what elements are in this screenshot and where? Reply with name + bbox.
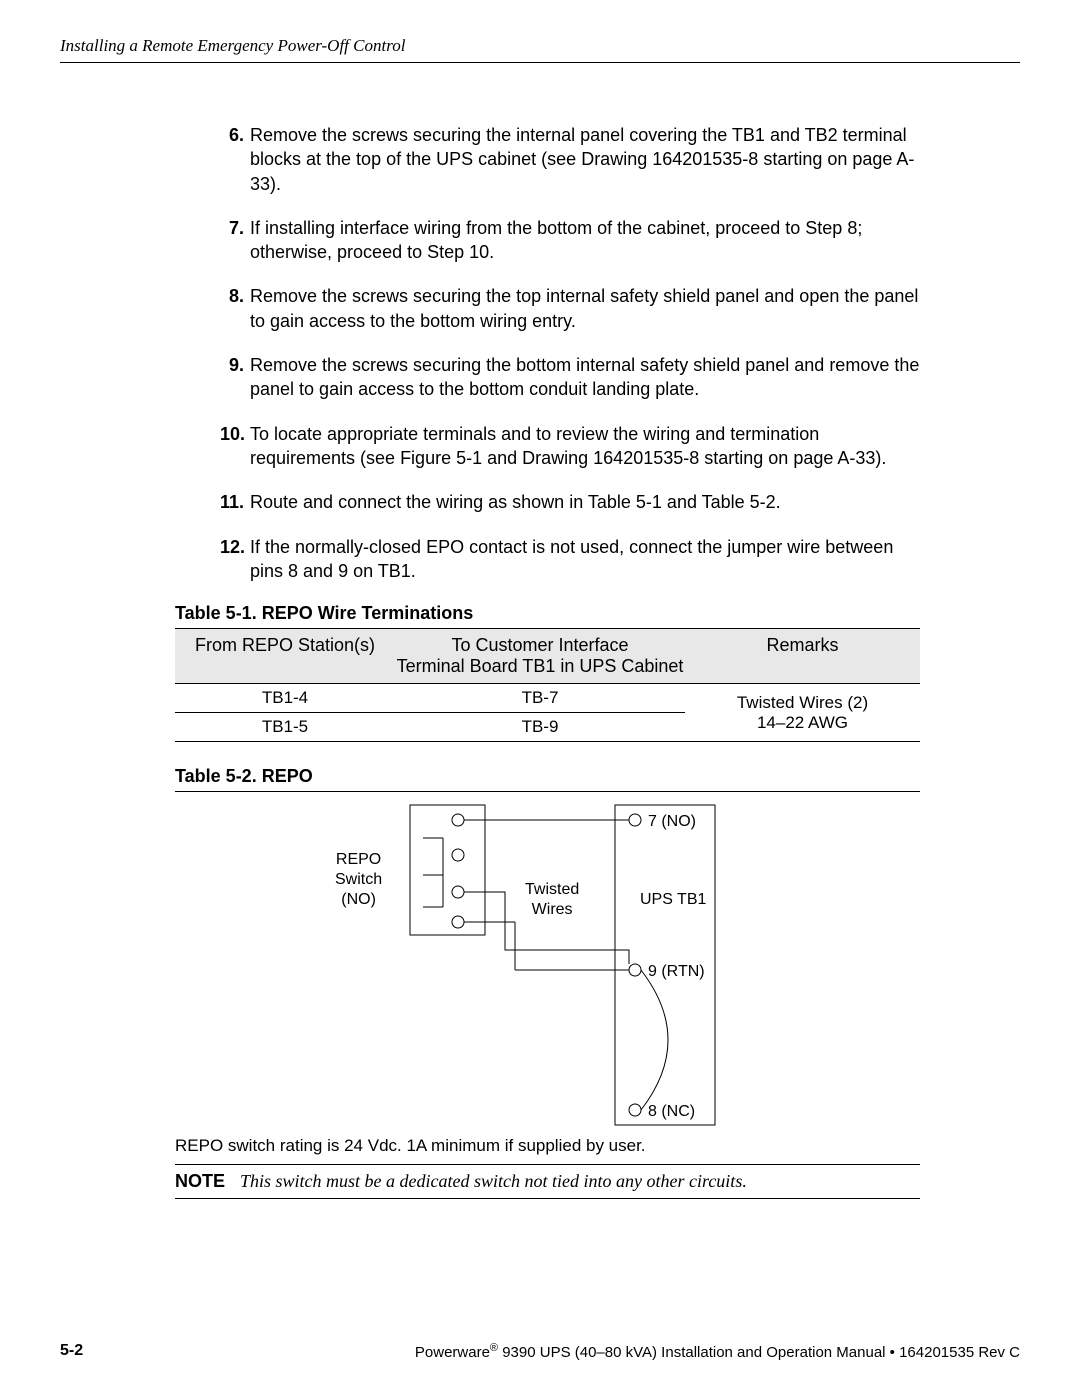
cell: TB1-4 [175,688,395,708]
table2-caption: REPO switch rating is 24 Vdc. 1A minimum… [175,1136,920,1156]
remarks-line2: 14–22 AWG [757,713,848,733]
label-pin9: 9 (RTN) [648,962,705,982]
step-text: Route and connect the wiring as shown in… [250,490,920,514]
page-footer: 5-2 Powerware® 9390 UPS (40–80 kVA) Inst… [60,1342,1020,1361]
step-number: 11. [220,490,250,514]
footer-reference: Powerware® 9390 UPS (40–80 kVA) Installa… [415,1342,1020,1361]
table2-title: Table 5-2. REPO [175,766,1020,787]
footer-ref-pre: Powerware [415,1344,490,1361]
header-rule [60,62,1020,63]
table-row: TB1-4 TB-7 [175,684,685,712]
repo-diagram: REPO Switch (NO) Twisted Wires UPS TB1 7… [175,800,920,1130]
footer-ref-post: 9390 UPS (40–80 kVA) Installation and Op… [498,1344,1020,1361]
cell: TB-9 [395,717,685,737]
step-text: Remove the screws securing the top inter… [250,284,920,333]
table1-title: Table 5-1. REPO Wire Terminations [175,603,1020,624]
step-number: 9. [220,353,250,402]
step-number: 8. [220,284,250,333]
cell: TB-7 [395,688,685,708]
note-text: This switch must be a dedicated switch n… [240,1171,747,1191]
step-number: 6. [220,123,250,196]
label-pin7: 7 (NO) [648,812,696,832]
table1-head-c3: Remarks [685,635,920,677]
step-text: Remove the screws securing the bottom in… [250,353,920,402]
table1-head-c1: From REPO Station(s) [175,635,395,677]
running-head: Installing a Remote Emergency Power-Off … [60,36,1020,56]
registered-icon: ® [490,1342,498,1354]
step-item: 7. If installing interface wiring from t… [220,216,920,265]
step-item: 11. Route and connect the wiring as show… [220,490,920,514]
remarks-line1: Twisted Wires (2) [737,693,868,713]
note-row: NOTE This switch must be a dedicated swi… [175,1165,920,1199]
step-text: Remove the screws securing the internal … [250,123,920,196]
step-number: 7. [220,216,250,265]
step-item: 8. Remove the screws securing the top in… [220,284,920,333]
step-item: 12. If the normally-closed EPO contact i… [220,535,920,584]
page-number: 5-2 [60,1342,83,1361]
table1-header-row: From REPO Station(s) To Customer Interfa… [175,629,920,684]
step-text: If the normally-closed EPO contact is no… [250,535,920,584]
table1-head-c2-line2: Terminal Board TB1 in UPS Cabinet [397,656,684,676]
note-label: NOTE [175,1171,225,1191]
step-item: 10. To locate appropriate terminals and … [220,422,920,471]
table1-left-rows: TB1-4 TB-7 TB1-5 TB-9 [175,684,685,741]
table1-head-c2-line1: To Customer Interface [451,635,628,655]
step-item: 6. Remove the screws securing the intern… [220,123,920,196]
step-number: 10. [220,422,250,471]
label-ups-tb1: UPS TB1 [640,890,706,910]
table1-head-c2: To Customer Interface Terminal Board TB1… [395,635,685,677]
cell: TB1-5 [175,717,395,737]
table1-body: TB1-4 TB-7 TB1-5 TB-9 Twisted Wires (2) … [175,684,920,741]
table2-diagram: REPO Switch (NO) Twisted Wires UPS TB1 7… [175,791,920,1165]
label-twisted-wires: Twisted Wires [525,880,579,920]
table1-remarks: Twisted Wires (2) 14–22 AWG [685,684,920,741]
step-number: 12. [220,535,250,584]
label-pin8: 8 (NC) [648,1102,695,1122]
table-row: TB1-5 TB-9 [175,712,685,741]
steps-list: 6. Remove the screws securing the intern… [220,123,920,583]
label-repo-switch: REPO Switch (NO) [335,850,382,910]
step-text: If installing interface wiring from the … [250,216,920,265]
step-item: 9. Remove the screws securing the bottom… [220,353,920,402]
repo-diagram-svg [175,800,875,1130]
table1: From REPO Station(s) To Customer Interfa… [175,628,920,742]
step-text: To locate appropriate terminals and to r… [250,422,920,471]
